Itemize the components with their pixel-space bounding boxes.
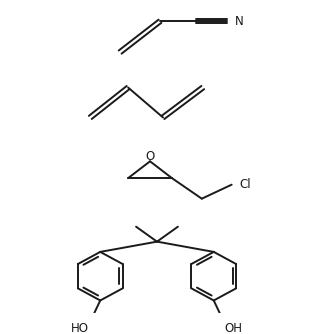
Text: N: N [235,15,244,28]
Text: OH: OH [225,322,243,334]
Text: HO: HO [71,322,89,334]
Text: Cl: Cl [240,178,251,191]
Text: O: O [146,150,155,163]
